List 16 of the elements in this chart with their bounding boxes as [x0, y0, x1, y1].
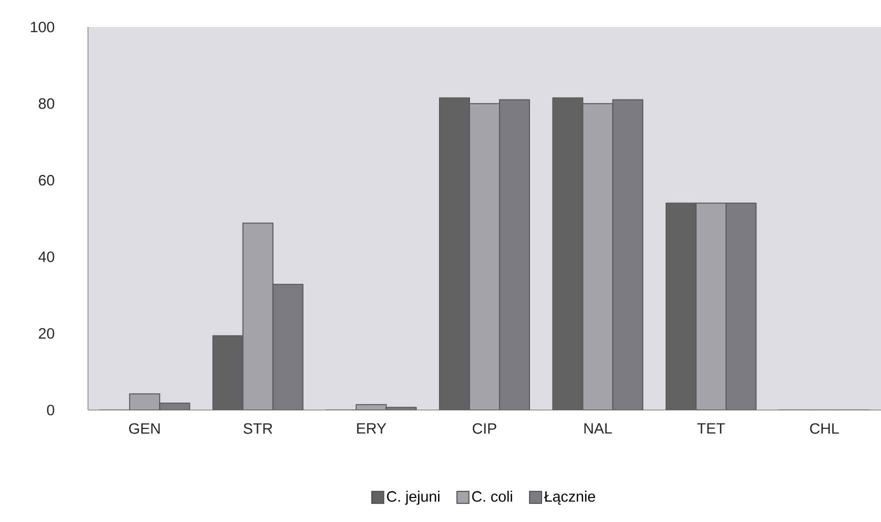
- y-tick-label: 60: [38, 174, 54, 186]
- x-tick-label: ERY: [357, 423, 386, 434]
- x-tick-label: TET: [697, 423, 725, 434]
- x-tick-label: STR: [244, 423, 272, 434]
- y-tick-label: 20: [38, 328, 54, 339]
- x-tick-label: CHL: [810, 423, 839, 434]
- y-tick-label: 40: [38, 251, 54, 262]
- y-tick-label: 0: [47, 404, 54, 416]
- legend-label: C. coli: [472, 490, 512, 502]
- x-tick-label: CIP: [472, 423, 496, 434]
- y-tick-label: 100: [30, 22, 54, 32]
- legend-label: C. jejuni: [387, 490, 440, 505]
- legend-label: Łącznie: [544, 490, 596, 505]
- y-tick-label: 80: [38, 98, 54, 109]
- x-tick-label: NAL: [584, 423, 612, 434]
- x-tick-label: GEN: [129, 423, 160, 434]
